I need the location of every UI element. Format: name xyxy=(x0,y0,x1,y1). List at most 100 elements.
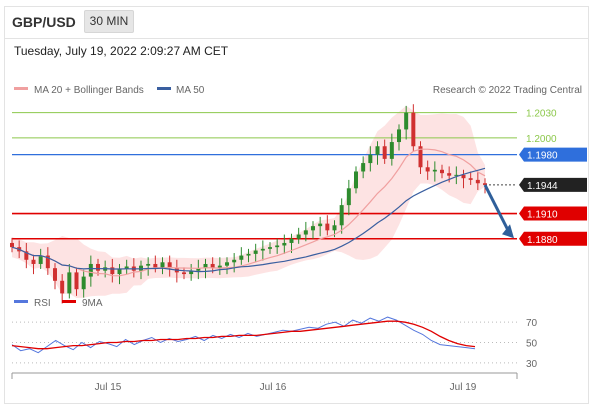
candle-body xyxy=(361,163,366,172)
candle-body xyxy=(289,238,294,243)
candle-body xyxy=(189,270,194,275)
candle-body xyxy=(346,188,351,206)
rsi-tick-50: 50 xyxy=(526,339,538,350)
timestamp: Tuesday, July 19, 2022 2:09:27 AM CET xyxy=(14,44,229,58)
pivot-tag xyxy=(519,147,587,162)
candle-body xyxy=(339,205,344,226)
rsi-tick-30: 30 xyxy=(526,359,538,370)
x-tick-label: Jul 19 xyxy=(450,382,477,393)
rsi-legend-swatch xyxy=(14,300,28,303)
candle-body xyxy=(31,259,36,264)
rsi-ma-legend-swatch xyxy=(62,300,76,303)
candle-body xyxy=(404,112,409,130)
ma50-legend-swatch xyxy=(157,87,171,90)
rsi-tick-70: 70 xyxy=(526,318,538,329)
candle-body xyxy=(139,265,143,271)
candle-body xyxy=(24,251,29,260)
candle-body xyxy=(225,262,229,266)
candle-body xyxy=(389,142,394,159)
copyright-notice: Research © 2022 Trading Central xyxy=(433,85,582,96)
candle-body xyxy=(425,167,430,172)
candle-body xyxy=(74,272,79,290)
x-tick-label: Jul 15 xyxy=(95,382,122,393)
bollinger-band xyxy=(12,105,485,298)
price-plot-area: 1.2030 1.2000 1.1980 1.1944 1.1910 1.1880 xyxy=(10,104,587,304)
candle-body xyxy=(182,272,186,275)
candle-body xyxy=(332,225,337,231)
candle-body xyxy=(246,253,251,256)
ma20-legend-swatch xyxy=(14,87,28,90)
candle-body xyxy=(440,169,444,174)
candle-body xyxy=(411,112,416,147)
candle-body xyxy=(475,179,480,184)
support-1-label: 1.1910 xyxy=(527,210,558,221)
header-divider xyxy=(4,38,589,39)
ma20-line xyxy=(11,148,486,277)
candle-body xyxy=(282,242,287,246)
candle-body xyxy=(275,245,280,248)
candle-body xyxy=(167,262,172,269)
candle-body xyxy=(153,263,158,268)
candle-body xyxy=(354,171,358,189)
candle-body xyxy=(88,263,93,277)
candle-body xyxy=(432,169,437,172)
candle-body xyxy=(447,173,452,176)
candle-body xyxy=(468,178,473,180)
rsi-ma-legend-label: 9MA xyxy=(82,298,103,309)
support-1-tag xyxy=(519,206,587,221)
candle-body xyxy=(239,255,244,260)
forecast-arrow-shaft xyxy=(483,184,510,231)
candle-body xyxy=(268,247,272,249)
candle-body xyxy=(196,268,201,271)
candle-body xyxy=(382,146,387,159)
current-tag xyxy=(519,177,587,192)
candle-body xyxy=(375,146,380,155)
candle-body xyxy=(81,276,86,290)
forecast-arrow-head xyxy=(502,224,514,239)
candle-body xyxy=(210,263,215,269)
current-label: 1.1944 xyxy=(527,181,558,192)
candle-body xyxy=(160,262,165,268)
timeframe-badge[interactable]: 30 MIN xyxy=(84,10,134,33)
candle-body xyxy=(296,234,301,239)
candle-body xyxy=(461,174,466,179)
candle-body xyxy=(45,255,50,269)
chart-frame xyxy=(4,6,589,404)
candle-body xyxy=(53,268,57,281)
candle-body xyxy=(110,267,115,275)
ma20-legend-label: MA 20 + Bollinger Bands xyxy=(34,85,144,96)
ma50-line xyxy=(11,167,486,273)
rsi-ma-line xyxy=(11,320,476,350)
ma50-legend-label: MA 50 xyxy=(176,85,205,96)
candle-body xyxy=(311,226,315,231)
pivot-label: 1.1980 xyxy=(527,151,558,162)
candle-body xyxy=(232,259,237,263)
candle-body xyxy=(483,183,487,185)
candle-body xyxy=(10,242,14,248)
candle-body xyxy=(318,223,323,227)
candle-body xyxy=(454,174,459,176)
candle-body xyxy=(368,154,373,164)
candle-body xyxy=(418,146,423,168)
candle-body xyxy=(203,263,208,269)
rsi-plot-area: 30 50 70 xyxy=(11,316,538,370)
resistance-1-label: 1.2000 xyxy=(526,134,557,145)
support-2-label: 1.1880 xyxy=(527,235,558,246)
candle-body xyxy=(146,263,151,266)
rsi-legend-label: RSI xyxy=(34,298,51,309)
candle-body xyxy=(124,266,129,270)
candle-body xyxy=(303,230,308,235)
candle-body xyxy=(38,255,43,264)
candle-body xyxy=(96,263,100,271)
support-2-tag xyxy=(519,231,587,246)
x-tick-label: Jul 16 xyxy=(260,382,287,393)
candle-body xyxy=(217,265,222,269)
candle-body xyxy=(117,269,122,275)
candle-body xyxy=(67,272,72,294)
candle-body xyxy=(260,248,265,251)
resistance-2-label: 1.2030 xyxy=(526,109,557,120)
candle-body xyxy=(397,129,401,143)
candle-body xyxy=(325,223,330,231)
candle-body xyxy=(60,280,65,294)
